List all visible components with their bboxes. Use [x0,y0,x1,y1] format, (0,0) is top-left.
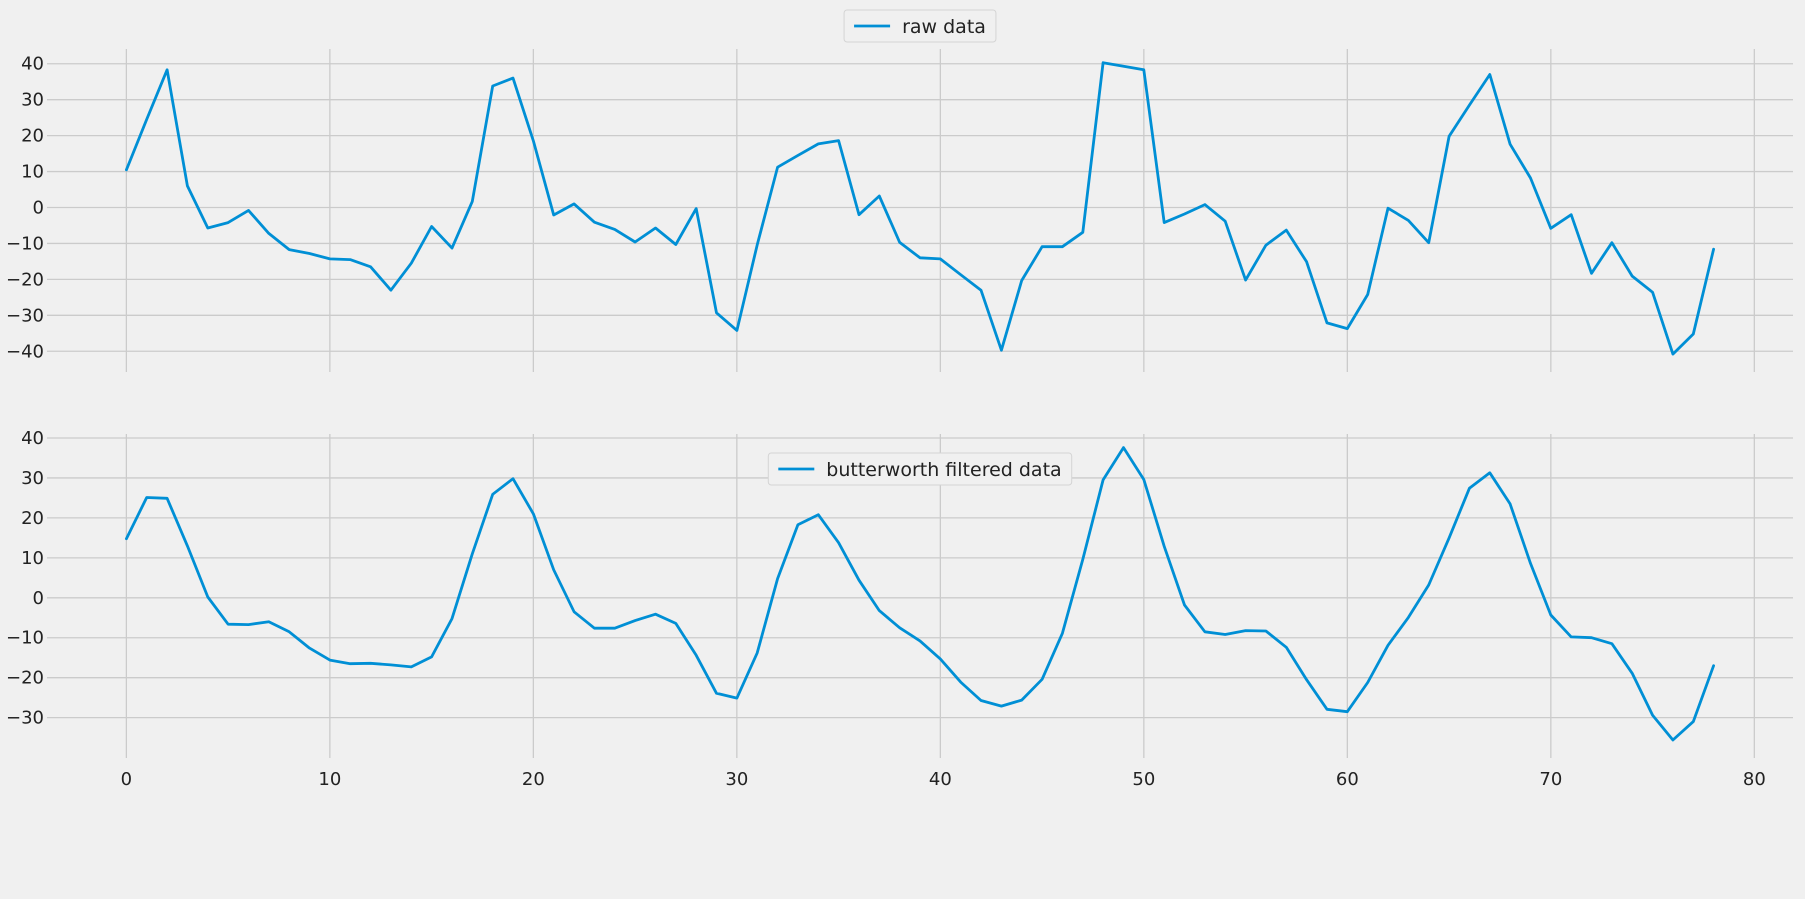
legend-box [843,9,997,43]
raw-data-line [125,61,1715,356]
y-tick-label: 0 [33,588,44,609]
raw-data-x-tick-marks [125,366,1755,372]
filtered-data-x-grid [125,434,1755,752]
y-tick-label: −20 [6,668,44,689]
filtered-data-legend: butterworth filtered data [767,452,1073,486]
x-tick-label: 0 [121,769,132,790]
y-tick-label: −30 [6,708,44,729]
x-tick-label: 30 [725,769,748,790]
legend-label: raw data [902,16,986,38]
y-tick-label: 30 [21,468,44,489]
y-tick-label: 40 [21,54,44,75]
y-tick-label: −20 [6,269,44,290]
y-tick-label: −10 [6,628,44,649]
butterworth-filtered-data-line [125,446,1715,742]
raw-data-panel: −40 −30 −20 −10 0 10 20 30 40 raw data [6,9,1793,372]
x-tick-label: 20 [522,769,545,790]
filtered-data-y-grid [47,437,1793,719]
legend-box [767,452,1073,486]
x-tick-label: 10 [318,769,341,790]
y-tick-label: 10 [21,162,44,183]
filtered-data-y-tick-labels: −30 −20 −10 0 10 20 30 40 [6,428,44,729]
y-tick-label: 20 [21,508,44,529]
y-tick-label: −10 [6,233,44,254]
raw-data-y-grid [47,63,1793,352]
y-tick-label: −30 [6,305,44,326]
filtered-data-x-tick-marks [125,752,1755,758]
y-tick-label: 30 [21,90,44,111]
y-tick-label: 40 [21,428,44,449]
x-tick-label: 80 [1743,769,1766,790]
raw-data-y-tick-labels: −40 −30 −20 −10 0 10 20 30 40 [6,54,44,363]
y-tick-label: 10 [21,548,44,569]
x-tick-label: 60 [1336,769,1359,790]
x-tick-label: 70 [1539,769,1562,790]
y-tick-label: 20 [21,126,44,147]
y-tick-label: −40 [6,341,44,362]
x-tick-label: 40 [929,769,952,790]
filtered-data-x-tick-labels: 0 10 20 30 40 50 60 70 80 [121,769,1766,790]
x-tick-label: 50 [1132,769,1155,790]
legend-label: butterworth filtered data [826,459,1061,481]
y-tick-label: 0 [33,198,44,219]
raw-data-legend: raw data [843,9,997,43]
butterworth-filtered-data-panel: −30 −20 −10 0 10 20 30 40 0 10 20 30 40 50 60 70 80 but… [6,428,1793,790]
